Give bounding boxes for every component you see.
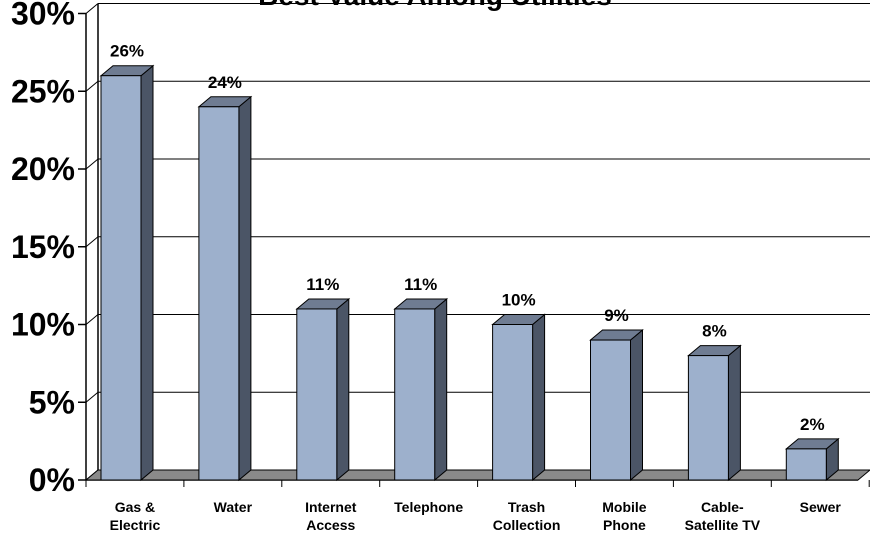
bar — [197, 95, 253, 482]
x-tick-label: Sewer — [800, 499, 842, 515]
bar-side — [630, 328, 643, 482]
gridline-side — [85, 80, 99, 92]
bar-front — [687, 355, 729, 481]
bar — [99, 64, 155, 482]
bar-front — [394, 308, 436, 481]
bar — [295, 297, 351, 482]
bar-front — [100, 75, 142, 481]
y-tick-label: 25% — [11, 73, 75, 109]
bar-side — [434, 297, 448, 482]
data-label: 9% — [604, 306, 629, 325]
bar-front — [198, 106, 240, 481]
bar — [393, 297, 449, 482]
x-tick-label: Cable-Satellite TV — [685, 499, 761, 533]
y-tick-label: 10% — [11, 307, 75, 343]
y-tick-label: 30% — [11, 0, 75, 32]
bar-front — [785, 448, 827, 481]
chart-title: Best Value Among Utilities — [258, 0, 612, 11]
x-tick-label: Water — [214, 499, 253, 515]
x-tick-labels: Gas & Electric Water Internet Access Telephon… — [110, 499, 842, 533]
bar — [687, 344, 742, 482]
data-label: 26% — [110, 42, 144, 61]
gridline-side — [85, 3, 99, 14]
data-label: 11% — [404, 275, 437, 294]
x-tick-label: Telephone — [394, 499, 463, 515]
bar — [491, 313, 546, 482]
axes — [78, 3, 870, 487]
bar — [784, 437, 840, 482]
bar-front — [296, 308, 338, 481]
bar — [589, 328, 644, 482]
y-tick-label: 5% — [29, 384, 75, 420]
data-label: 8% — [702, 322, 727, 341]
x-tick-label: Internet Access — [305, 499, 357, 533]
y-tick-label: 20% — [11, 151, 75, 187]
data-label: 2% — [800, 415, 825, 434]
gridline-side — [85, 158, 99, 170]
gridline-side — [85, 391, 99, 403]
bar-side — [727, 344, 741, 482]
data-labels: 26% 24% 11% 11% 10% 9% 8% 2% — [110, 42, 825, 434]
y-tick-labels: 0% 5% 10% 15% 20% 25% 30% — [11, 0, 75, 498]
y-tick-label: 0% — [29, 462, 75, 498]
data-label: 24% — [208, 73, 242, 92]
bar-side — [238, 95, 252, 482]
bars — [99, 64, 840, 482]
bar-front — [492, 324, 534, 481]
gridline-side — [85, 314, 99, 325]
y-tick-label: 15% — [11, 229, 75, 265]
bar-side — [532, 313, 546, 482]
bar-side — [336, 297, 350, 482]
bar-front — [590, 339, 631, 481]
gridline-side — [85, 236, 99, 248]
x-tick-label: Mobile Phone — [602, 499, 647, 533]
x-tick-label: Gas & Electric — [110, 499, 161, 533]
data-label: 11% — [306, 275, 339, 294]
bar-side — [140, 64, 154, 482]
x-tick-label: Trash Collection — [493, 499, 561, 533]
data-label: 10% — [502, 291, 536, 310]
